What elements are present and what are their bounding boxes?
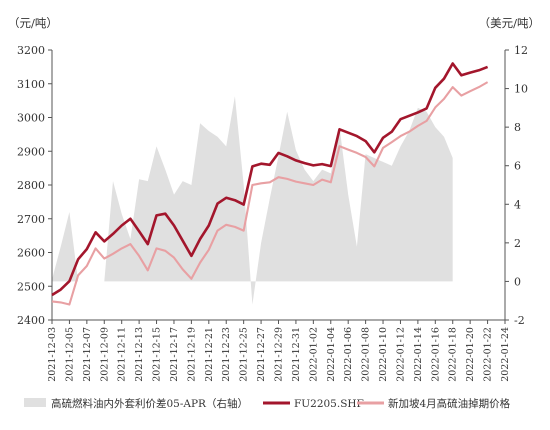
x-axis-tick-label: 2022-01-20 — [465, 327, 476, 382]
legend-label-spread: 高硫燃料油内外套利价差05-APR（右轴） — [51, 397, 248, 410]
right-axis-tick-label: -2 — [514, 314, 525, 327]
x-axis-tick-label: 2021-12-29 — [274, 327, 285, 382]
x-axis-tick-label: 2021-12-25 — [239, 327, 250, 382]
x-axis-tick-label: 2022-01-22 — [483, 327, 494, 382]
x-axis-tick-label: 2022-01-02 — [308, 327, 319, 382]
left-axis-tick-label: 2400 — [17, 314, 45, 327]
x-axis-tick-label: 2021-12-03 — [47, 327, 58, 382]
x-axis-tick-label: 2021-12-09 — [99, 327, 110, 382]
left-axis-tick-label: 2900 — [17, 145, 45, 158]
right-axis-tick-label: 4 — [514, 198, 521, 211]
left-axis-tick-label: 2800 — [17, 179, 45, 192]
right-unit-label: （美元/吨） — [479, 16, 540, 30]
x-axis-tick-label: 2021-12-15 — [152, 327, 163, 382]
x-axis-tick-label: 2021-12-13 — [134, 327, 145, 382]
left-axis-tick-label: 3200 — [17, 44, 45, 57]
x-axis-tick-label: 2022-01-06 — [343, 327, 354, 382]
right-axis-tick-label: 0 — [514, 275, 521, 288]
x-axis-tick-label: 2021-12-23 — [221, 327, 232, 382]
line-layer — [51, 62, 489, 306]
x-axis-tick-label: 2022-01-16 — [430, 327, 441, 382]
right-axis-tick-label: 8 — [514, 121, 521, 134]
right-axis-tick-label: 6 — [514, 160, 521, 173]
right-axis-tick-label: 2 — [514, 237, 521, 250]
x-axis-tick-label: 2022-01-08 — [361, 327, 372, 382]
left-axis-tick-label: 3100 — [17, 78, 45, 91]
x-axis-tick-label: 2021-12-21 — [204, 327, 215, 382]
left-unit-label: （元/吨） — [8, 16, 58, 30]
x-axis-tick-label: 2021-12-31 — [291, 327, 302, 382]
x-axis-tick-label: 2022-01-18 — [448, 327, 459, 382]
x-axis-tick-label: 2021-12-19 — [186, 327, 197, 382]
series-line-fu2205 — [51, 62, 489, 297]
x-axis-tick-label: 2022-01-04 — [326, 327, 337, 382]
legend: 高硫燃料油内外套利价差05-APR（右轴） FU2205.SHF 新加坡4月高硫油掉… — [24, 397, 511, 410]
x-axis-tick-label: 2022-01-10 — [378, 327, 389, 382]
series-area-spread — [52, 96, 453, 305]
legend-label-fu2205: FU2205.SHF — [294, 398, 364, 410]
legend-label-singapore-swap: 新加坡4月高硫油掉期价格 — [388, 397, 511, 410]
x-axis-tick-label: 2021-12-27 — [256, 327, 267, 382]
series-line-singapore-swap — [51, 81, 489, 306]
x-axis-tick-label: 2022-01-24 — [500, 327, 511, 382]
x-axis-tick-label: 2022-01-14 — [413, 327, 424, 382]
left-axis-tick-label: 3000 — [17, 112, 45, 125]
left-axis-tick-label: 2500 — [17, 280, 45, 293]
x-axis-tick-label: 2022-01-12 — [395, 327, 406, 382]
legend-swatch-spread — [24, 398, 46, 407]
x-axis-tick-label: 2021-12-11 — [117, 327, 128, 382]
x-axis-tick-label: 2021-12-07 — [82, 327, 93, 382]
x-axis-tick-label: 2021-12-05 — [64, 327, 75, 382]
right-axis-tick-label: 10 — [514, 83, 528, 96]
x-axis-tick-label: 2021-12-17 — [169, 327, 180, 382]
left-axis-tick-label: 2700 — [17, 213, 45, 226]
right-axis-tick-label: 12 — [514, 44, 528, 57]
axes-layer: 2400 2500 2600 2700 2800 2900 3000 3100 3200 -2 0 2… — [17, 44, 528, 382]
area-layer — [52, 96, 453, 305]
left-axis-tick-label: 2600 — [17, 247, 45, 260]
